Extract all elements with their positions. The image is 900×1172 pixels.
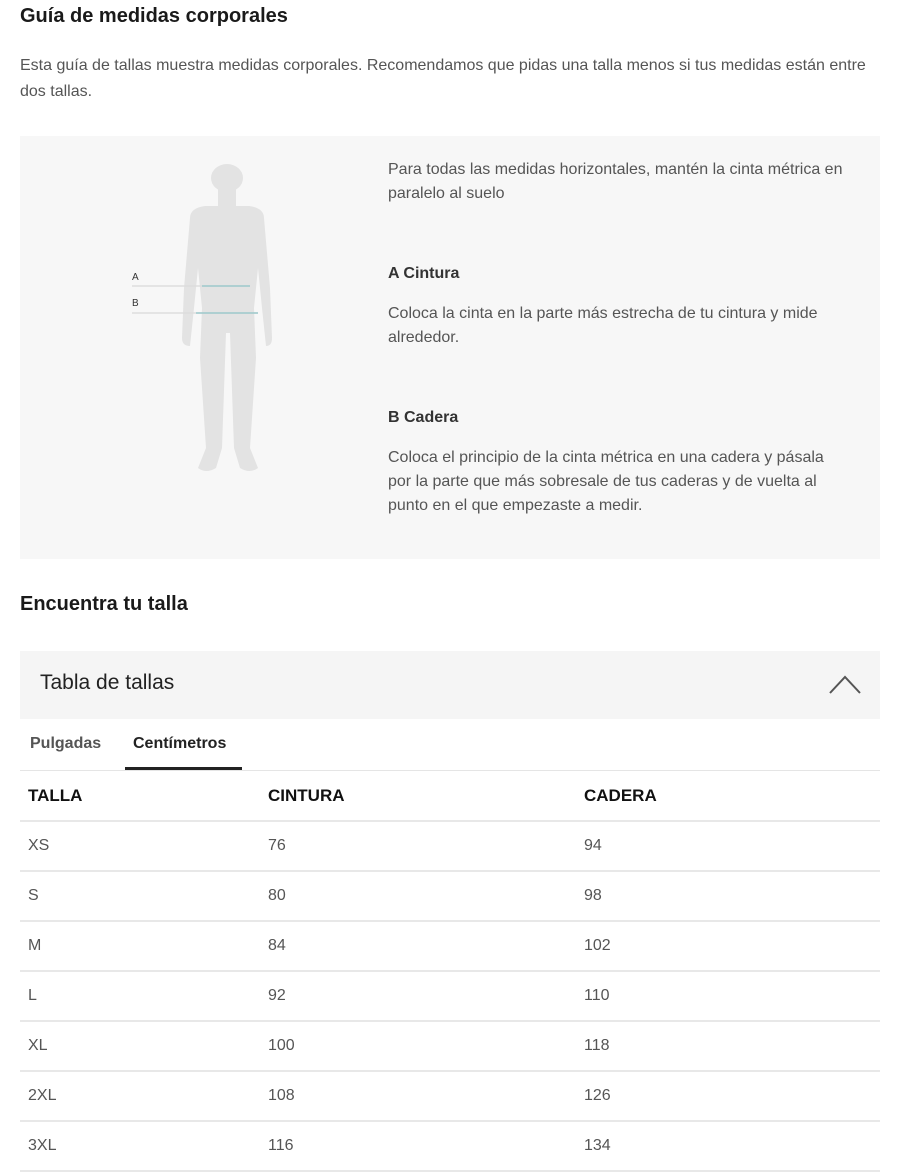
waist-cell: 84 bbox=[260, 921, 576, 972]
intro-text: Esta guía de tallas muestra medidas corp… bbox=[20, 57, 866, 100]
table-row: XS 76 94 bbox=[20, 821, 880, 872]
table-row: 3XL 116 134 bbox=[20, 1121, 880, 1172]
header-talla: TALLA bbox=[20, 771, 260, 822]
hip-cell: 126 bbox=[576, 1071, 880, 1122]
waist-cell: 92 bbox=[260, 971, 576, 1022]
label-a: A bbox=[132, 272, 139, 283]
waist-cell: 100 bbox=[260, 1021, 576, 1072]
hip-cell: 118 bbox=[576, 1021, 880, 1072]
size-table-accordion[interactable]: Tabla de tallas bbox=[20, 651, 880, 719]
hip-title: B Cadera bbox=[388, 409, 459, 426]
find-size-heading: Encuentra tu talla bbox=[20, 593, 188, 615]
waist-cell: 76 bbox=[260, 821, 576, 872]
page-title: Guía de medidas corporales bbox=[20, 5, 288, 27]
size-cell: XS bbox=[20, 821, 260, 872]
tab-centimetros[interactable]: Centímetros bbox=[133, 735, 227, 752]
table-row: S 80 98 bbox=[20, 871, 880, 922]
hip-cell: 98 bbox=[576, 871, 880, 922]
hip-cell: 102 bbox=[576, 921, 880, 972]
table-row: L 92 110 bbox=[20, 971, 880, 1022]
header-cintura: CINTURA bbox=[260, 771, 576, 822]
table-row: 2XL 108 126 bbox=[20, 1071, 880, 1122]
size-cell: 2XL bbox=[20, 1071, 260, 1122]
hip-cell: 110 bbox=[576, 971, 880, 1022]
size-cell: L bbox=[20, 971, 260, 1022]
hip-cell: 134 bbox=[576, 1121, 880, 1172]
table-row: M 84 102 bbox=[20, 921, 880, 972]
size-cell: M bbox=[20, 921, 260, 972]
unit-tabs: Pulgadas Centímetros bbox=[20, 720, 880, 771]
table-row: XL 100 118 bbox=[20, 1021, 880, 1072]
accordion-title: Tabla de tallas bbox=[40, 671, 175, 694]
table-header-row: TALLA CINTURA CADERA bbox=[20, 771, 880, 822]
label-b: B bbox=[132, 298, 139, 309]
header-cadera: CADERA bbox=[576, 771, 880, 822]
general-instruction: Para todas las medidas horizontales, man… bbox=[388, 161, 843, 202]
hip-cell: 94 bbox=[576, 821, 880, 872]
waist-cell: 80 bbox=[260, 871, 576, 922]
waist-title: A Cintura bbox=[388, 265, 460, 282]
body-figure-icon: A B bbox=[132, 164, 272, 471]
active-tab-indicator bbox=[125, 767, 242, 770]
size-cell: XL bbox=[20, 1021, 260, 1072]
tab-pulgadas[interactable]: Pulgadas bbox=[30, 735, 102, 752]
waist-instruction: Coloca la cinta en la parte más estrecha… bbox=[388, 305, 818, 346]
chevron-up-icon[interactable] bbox=[828, 673, 862, 695]
hip-instruction: Coloca el principio de la cinta métrica … bbox=[388, 449, 824, 514]
waist-cell: 108 bbox=[260, 1071, 576, 1122]
size-cell: 3XL bbox=[20, 1121, 260, 1172]
size-cell: S bbox=[20, 871, 260, 922]
waist-cell: 116 bbox=[260, 1121, 576, 1172]
measurement-guide-panel: A B Para todas las medidas horizontales,… bbox=[20, 136, 880, 559]
size-table: TALLA CINTURA CADERA XS 76 94 S 80 98 M 84 102 L 9… bbox=[20, 771, 880, 1172]
